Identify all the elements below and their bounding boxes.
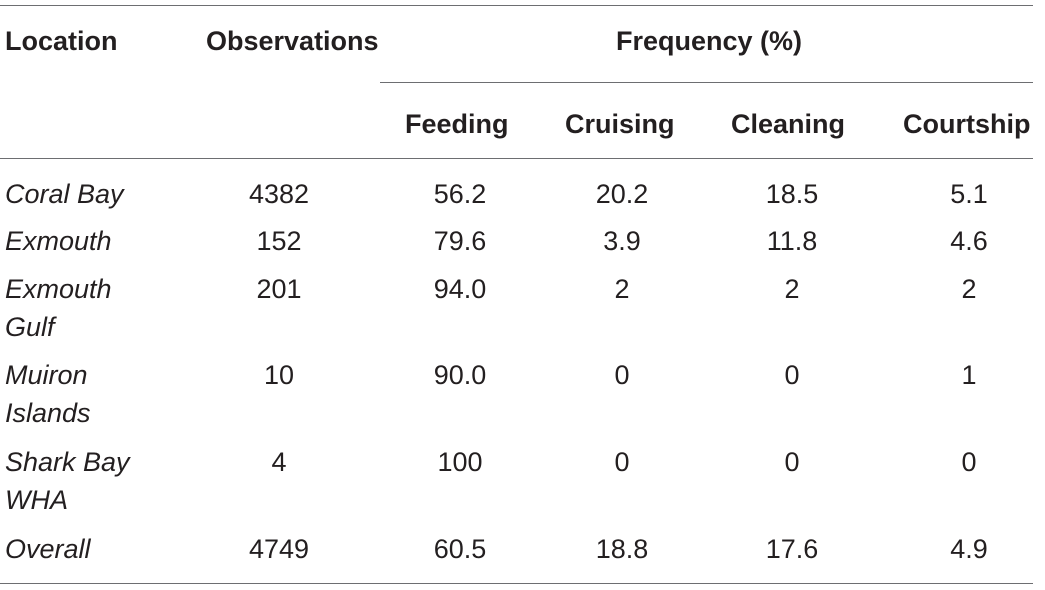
header-frequency-group: Frequency (%) bbox=[615, 26, 803, 56]
header-cleaning: Cleaning bbox=[731, 109, 846, 139]
cell-location: Exmouth bbox=[5, 274, 112, 304]
cell-cleaning: 18.5 bbox=[765, 179, 819, 209]
header-observations: Observations bbox=[206, 26, 379, 56]
cell-location: Exmouth bbox=[5, 226, 112, 256]
frequency-group-rule bbox=[380, 82, 1033, 83]
table-top-rule bbox=[0, 5, 1033, 6]
cell-feeding: 90.0 bbox=[433, 360, 487, 390]
cell-courtship: 1 bbox=[961, 360, 977, 390]
cell-cleaning: 11.8 bbox=[766, 226, 818, 256]
cell-location: Shark Bay bbox=[5, 447, 130, 477]
cell-observations: 4 bbox=[271, 447, 287, 477]
cell-feeding: 79.6 bbox=[433, 226, 487, 256]
cell-location: WHA bbox=[5, 485, 68, 515]
cell-cleaning: 0 bbox=[784, 447, 800, 477]
cell-courtship: 4.6 bbox=[950, 226, 988, 256]
cell-location: Islands bbox=[5, 398, 91, 428]
table-bottom-rule bbox=[0, 583, 1033, 584]
cell-observations: 201 bbox=[256, 274, 302, 304]
cell-location: Gulf bbox=[5, 312, 55, 342]
cell-feeding: 56.2 bbox=[433, 179, 487, 209]
cell-cruising: 20.2 bbox=[595, 179, 649, 209]
header-courtship: Courtship bbox=[903, 109, 1031, 139]
cell-courtship: 5.1 bbox=[950, 179, 988, 209]
header-location: Location bbox=[5, 26, 118, 56]
cell-feeding: 60.5 bbox=[433, 534, 487, 564]
cell-cruising: 0 bbox=[614, 447, 630, 477]
cell-cruising: 2 bbox=[614, 274, 630, 304]
cell-cruising: 0 bbox=[614, 360, 630, 390]
cell-observations: 10 bbox=[263, 360, 295, 390]
cell-location: Coral Bay bbox=[5, 179, 124, 209]
cell-courtship: 0 bbox=[961, 447, 977, 477]
cell-observations: 4749 bbox=[248, 534, 310, 564]
header-bottom-rule bbox=[0, 158, 1033, 159]
cell-location: Muiron bbox=[5, 360, 88, 390]
cell-observations: 4382 bbox=[248, 179, 310, 209]
cell-feeding: 94.0 bbox=[433, 274, 487, 304]
cell-observations: 152 bbox=[256, 226, 302, 256]
cell-feeding: 100 bbox=[437, 447, 483, 477]
cell-cleaning: 0 bbox=[784, 360, 800, 390]
cell-cleaning: 2 bbox=[784, 274, 800, 304]
header-cruising: Cruising bbox=[565, 109, 675, 139]
cell-courtship: 4.9 bbox=[950, 534, 988, 564]
cell-location: Overall bbox=[5, 534, 91, 564]
cell-cleaning: 17.6 bbox=[765, 534, 819, 564]
cell-cruising: 3.9 bbox=[603, 226, 641, 256]
cell-courtship: 2 bbox=[961, 274, 977, 304]
header-feeding: Feeding bbox=[405, 109, 509, 139]
cell-cruising: 18.8 bbox=[595, 534, 649, 564]
